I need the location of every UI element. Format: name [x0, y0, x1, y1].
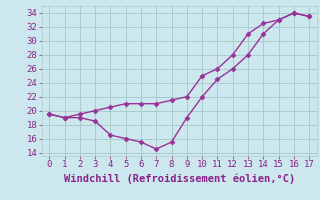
X-axis label: Windchill (Refroidissement éolien,°C): Windchill (Refroidissement éolien,°C): [64, 173, 295, 184]
